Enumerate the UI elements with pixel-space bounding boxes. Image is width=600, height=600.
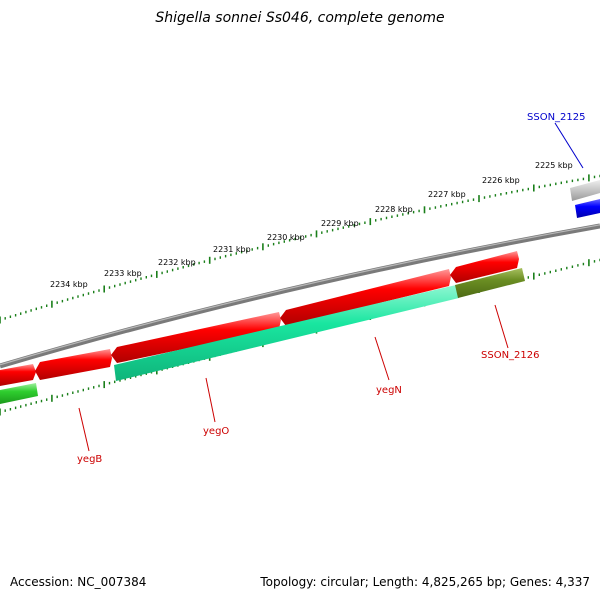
gene-label-yegB[interactable]: yegB [77,454,102,465]
gene-label-yegO[interactable]: yegO [203,426,229,437]
leader-SSON_2126 [494,304,509,349]
scale-label: 2229 kbp [321,219,359,228]
leader-yegO [205,377,216,423]
cds-left-edge [0,364,36,386]
cog-olive-feature [455,268,525,298]
cds-yegB [35,349,112,380]
leader-yegN [374,336,390,381]
cog-teal-feature [114,285,459,381]
leader-SSON_2125 [554,122,584,169]
genome-backbone-highlight [0,224,600,366]
map-title: Shigella sonnei Ss046, complete genome [155,10,445,26]
scale-label: 2225 kbp [535,161,573,170]
gene-label-SSON_2125[interactable]: SSON_2125 [527,112,586,123]
scale-label: 2232 kbp [158,258,196,267]
scale-label: 2227 kbp [428,190,466,199]
genome-summary-text: Topology: circular; Length: 4,825,265 bp… [260,575,590,589]
scale-label: 2230 kbp [267,233,305,242]
cds-SSON_2126 [450,251,519,283]
accession-text: Accession: NC_007384 [10,575,147,589]
scale-label: 2233 kbp [104,269,142,278]
cog-green-feature [0,383,38,404]
blue-feature [575,199,600,218]
cds-yegN [280,269,451,326]
leader-yegB [78,407,90,452]
outer-scale-ticks [0,174,600,324]
scale-label: 2226 kbp [482,176,520,185]
gene-label-yegN[interactable]: yegN [376,385,402,396]
scale-label: 2228 kbp [375,205,413,214]
scale-label: 2231 kbp [213,245,251,254]
grey-feature [570,180,600,201]
genome-backbone [0,223,600,369]
cds-yegO [111,312,281,363]
gene-label-SSON_2126[interactable]: SSON_2126 [481,350,540,361]
scale-label: 2234 kbp [50,280,88,289]
